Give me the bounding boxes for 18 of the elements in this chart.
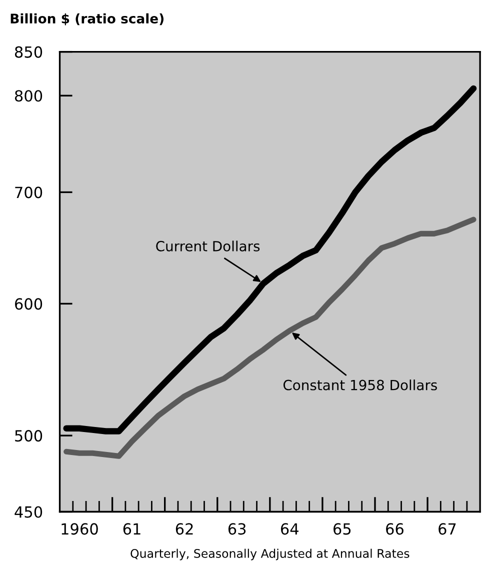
- x-tick-label: 66: [386, 523, 404, 535]
- y-tick-label: 500: [15, 430, 42, 442]
- x-tick-label: 1960: [62, 523, 98, 535]
- series-label: Current Dollars: [156, 240, 260, 252]
- y-tick-label: 700: [15, 186, 42, 198]
- y-tick-label: 600: [15, 298, 42, 310]
- x-tick-label: 63: [228, 523, 246, 535]
- y-tick-label: 850: [14, 46, 42, 58]
- x-tick-label: 62: [176, 523, 193, 535]
- y-tick-label: 800: [14, 90, 42, 102]
- x-tick-label: 61: [123, 523, 140, 535]
- y-axis-title: Billion $ (ratio scale): [10, 13, 164, 26]
- y-tick-label: 450: [14, 506, 42, 518]
- x-tick-label: 64: [280, 523, 298, 535]
- text: Constant 1958 Dollars: [283, 380, 437, 390]
- x-tick-label: 67: [438, 523, 456, 535]
- x-axis-title: Quarterly, Seasonally Adjusted at Annual Rates: [130, 548, 410, 560]
- x-tick-label: 65: [334, 523, 351, 535]
